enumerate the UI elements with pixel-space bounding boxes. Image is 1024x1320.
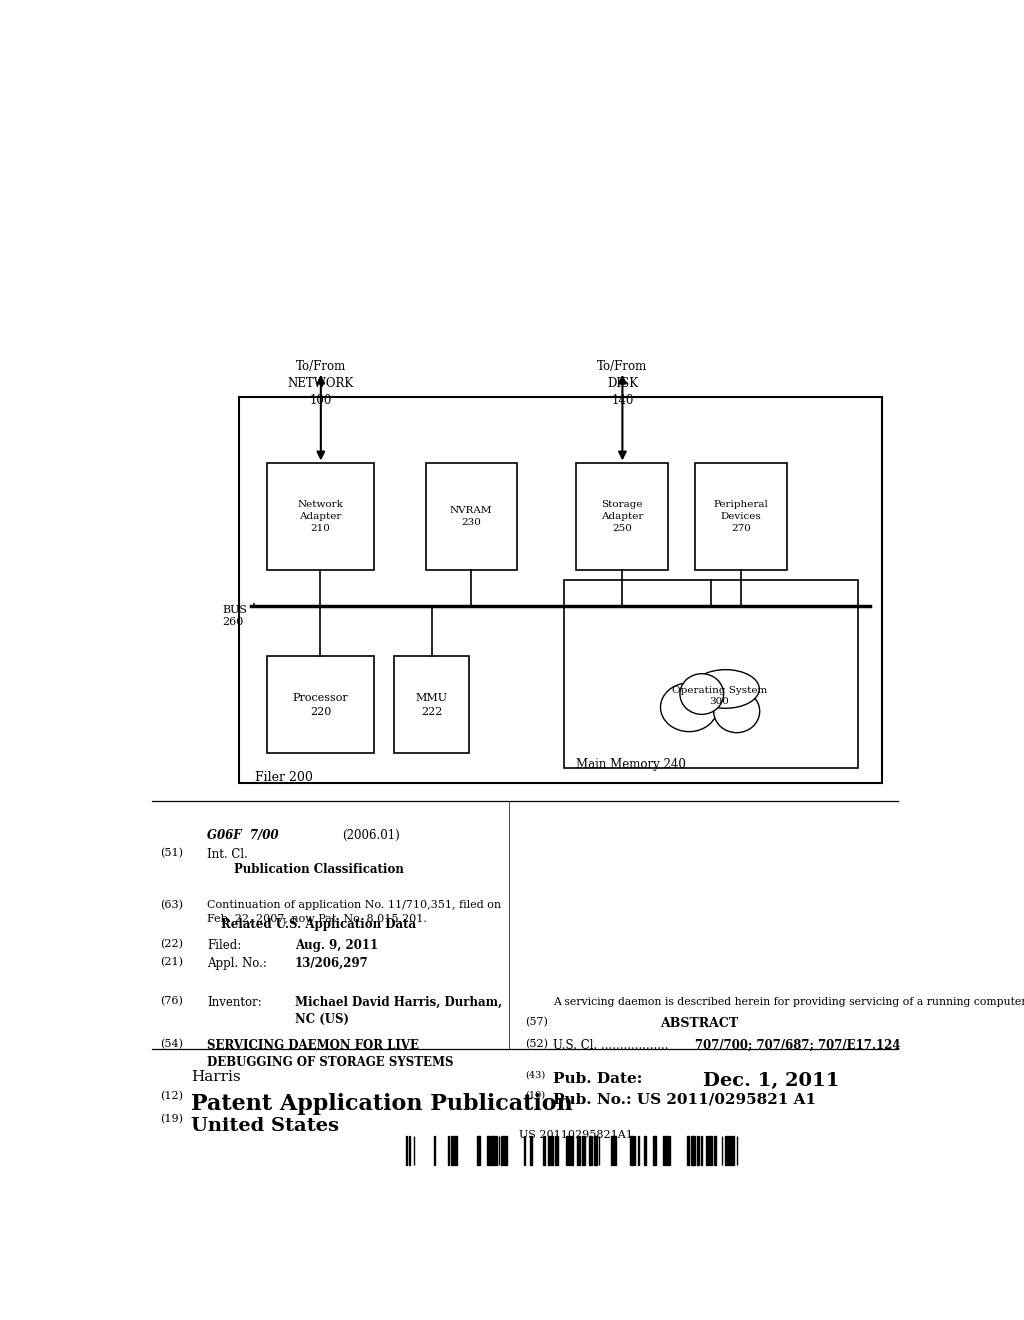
Bar xyxy=(697,1137,699,1164)
Bar xyxy=(451,1137,453,1164)
Text: 707/700; 707/687; 707/E17.124: 707/700; 707/687; 707/E17.124 xyxy=(695,1039,901,1052)
Bar xyxy=(695,463,786,570)
Text: MMU
222: MMU 222 xyxy=(416,693,447,717)
Bar xyxy=(426,463,517,570)
Bar xyxy=(551,1137,553,1164)
Bar xyxy=(653,1137,655,1164)
Text: ABSTRACT: ABSTRACT xyxy=(660,1018,738,1030)
Bar xyxy=(394,656,469,752)
Bar xyxy=(566,1137,568,1164)
Bar xyxy=(486,1137,489,1164)
Bar xyxy=(582,1137,585,1164)
Text: Aug. 9, 2011: Aug. 9, 2011 xyxy=(295,939,378,952)
Bar xyxy=(267,463,374,570)
Bar xyxy=(477,1137,480,1164)
Text: Filer 200: Filer 200 xyxy=(255,771,313,784)
Bar xyxy=(706,1137,709,1164)
Text: Peripheral
Devices
270: Peripheral Devices 270 xyxy=(714,500,768,533)
Text: Filed:: Filed: xyxy=(207,939,242,952)
Bar xyxy=(543,1137,546,1164)
Text: Continuation of application No. 11/710,351, filed on
Feb. 22, 2007, now Pat. No.: Continuation of application No. 11/710,3… xyxy=(207,900,502,924)
Text: (2006.01): (2006.01) xyxy=(342,829,400,842)
Bar xyxy=(578,1137,580,1164)
Bar xyxy=(569,1137,571,1164)
Bar xyxy=(666,1137,668,1164)
Bar xyxy=(555,1137,558,1164)
Bar xyxy=(709,1137,712,1164)
Text: (54): (54) xyxy=(160,1039,182,1049)
Bar xyxy=(589,1137,592,1164)
Text: Network
Adapter
210: Network Adapter 210 xyxy=(298,500,343,533)
Bar xyxy=(492,1137,495,1164)
Bar xyxy=(240,397,882,784)
Bar xyxy=(691,1137,694,1164)
Text: Dec. 1, 2011: Dec. 1, 2011 xyxy=(703,1072,840,1090)
Text: (51): (51) xyxy=(160,847,182,858)
Text: (76): (76) xyxy=(160,995,182,1006)
Bar xyxy=(630,1137,633,1164)
Ellipse shape xyxy=(660,682,718,731)
Text: BUS
260: BUS 260 xyxy=(222,605,247,627)
Bar xyxy=(577,463,668,570)
Bar xyxy=(610,1137,613,1164)
Bar xyxy=(455,1137,457,1164)
Text: (63): (63) xyxy=(160,900,182,911)
Text: SERVICING DAEMON FOR LIVE
DEBUGGING OF STORAGE SYSTEMS: SERVICING DAEMON FOR LIVE DEBUGGING OF S… xyxy=(207,1039,454,1069)
Bar xyxy=(529,1137,531,1164)
Text: United States: United States xyxy=(191,1117,340,1135)
Text: Pub. No.: US 2011/0295821 A1: Pub. No.: US 2011/0295821 A1 xyxy=(553,1093,816,1106)
Text: Pub. Date:: Pub. Date: xyxy=(553,1072,642,1086)
Ellipse shape xyxy=(680,673,724,714)
Text: Appl. No.:: Appl. No.: xyxy=(207,957,267,970)
Text: A servicing daemon is described herein for providing servicing of a running comp: A servicing daemon is described herein f… xyxy=(553,997,1024,1007)
Text: Processor
220: Processor 220 xyxy=(293,693,348,717)
Bar xyxy=(504,1137,507,1164)
Text: Related U.S. Application Data: Related U.S. Application Data xyxy=(221,917,416,931)
Text: (57): (57) xyxy=(524,1018,548,1027)
Text: Inventor:: Inventor: xyxy=(207,995,262,1008)
Text: Harris: Harris xyxy=(191,1071,241,1084)
Text: To/From
NETWORK
100: To/From NETWORK 100 xyxy=(288,359,354,407)
Text: To/From
DISK
140: To/From DISK 140 xyxy=(597,359,647,407)
Text: Int. Cl.: Int. Cl. xyxy=(207,847,248,861)
Text: (22): (22) xyxy=(160,939,182,949)
Text: (52): (52) xyxy=(524,1039,548,1049)
Text: 13/206,297: 13/206,297 xyxy=(295,957,369,970)
Bar xyxy=(501,1137,504,1164)
Text: Patent Application Publication: Patent Application Publication xyxy=(191,1093,573,1115)
Bar xyxy=(267,656,374,752)
Text: (12): (12) xyxy=(160,1090,182,1101)
Text: US 20110295821A1: US 20110295821A1 xyxy=(519,1130,633,1140)
Bar xyxy=(728,1137,730,1164)
Text: (21): (21) xyxy=(160,957,182,968)
Bar xyxy=(614,1137,616,1164)
Bar xyxy=(714,1137,716,1164)
Text: Publication Classification: Publication Classification xyxy=(233,863,403,875)
Bar xyxy=(594,1137,597,1164)
Bar xyxy=(564,581,858,768)
Text: G06F  7/00: G06F 7/00 xyxy=(207,829,279,842)
Text: (19): (19) xyxy=(160,1114,182,1125)
Bar xyxy=(731,1137,733,1164)
Ellipse shape xyxy=(714,690,760,733)
Text: NVRAM
230: NVRAM 230 xyxy=(450,507,493,527)
Text: Michael David Harris, Durham,
NC (US): Michael David Harris, Durham, NC (US) xyxy=(295,995,502,1026)
Bar xyxy=(725,1137,727,1164)
Text: Operating System
300: Operating System 300 xyxy=(672,685,767,706)
Ellipse shape xyxy=(692,669,760,709)
Bar xyxy=(644,1137,646,1164)
Bar xyxy=(663,1137,665,1164)
Text: (43): (43) xyxy=(524,1071,545,1080)
Text: U.S. Cl. ..................: U.S. Cl. .................. xyxy=(553,1039,672,1052)
Text: Main Memory 240: Main Memory 240 xyxy=(577,758,686,771)
Text: (10): (10) xyxy=(524,1090,545,1100)
Bar xyxy=(687,1137,689,1164)
Text: Storage
Adapter
250: Storage Adapter 250 xyxy=(601,500,643,533)
